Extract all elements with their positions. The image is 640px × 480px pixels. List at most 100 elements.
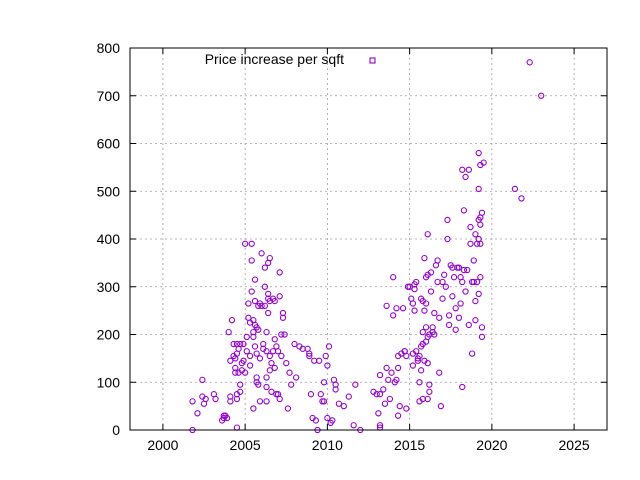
data-point bbox=[271, 336, 278, 343]
data-point bbox=[381, 400, 389, 407]
data-point bbox=[399, 305, 407, 312]
data-point bbox=[427, 269, 435, 276]
data-point bbox=[467, 223, 474, 231]
data-point bbox=[426, 388, 433, 395]
data-point bbox=[263, 383, 270, 391]
data-point bbox=[243, 333, 250, 341]
data-point bbox=[373, 391, 380, 398]
data-point bbox=[390, 312, 397, 319]
data-point bbox=[329, 417, 336, 424]
data-point bbox=[436, 314, 443, 321]
data-point bbox=[202, 395, 209, 403]
data-point bbox=[251, 297, 259, 305]
data-point bbox=[468, 350, 476, 357]
data-point bbox=[241, 369, 249, 376]
data-point bbox=[459, 383, 466, 391]
data-point bbox=[240, 340, 247, 348]
data-point bbox=[380, 386, 387, 393]
data-point bbox=[316, 357, 323, 364]
data-point bbox=[237, 388, 244, 395]
data-point bbox=[240, 357, 247, 364]
data-point bbox=[281, 331, 288, 338]
data-point bbox=[265, 309, 272, 317]
data-point bbox=[473, 278, 481, 286]
data-point bbox=[436, 369, 443, 376]
data-point bbox=[227, 398, 234, 405]
y-tick-label: 400 bbox=[97, 231, 121, 247]
data-point bbox=[403, 352, 410, 360]
data-point bbox=[266, 367, 273, 374]
x-tick-label: 2005 bbox=[230, 437, 261, 453]
data-point bbox=[434, 257, 441, 264]
data-point bbox=[427, 288, 435, 295]
data-point bbox=[278, 352, 285, 360]
data-point bbox=[385, 376, 392, 384]
data-point bbox=[439, 295, 446, 302]
data-point bbox=[268, 359, 275, 367]
data-point bbox=[393, 305, 400, 312]
data-point bbox=[452, 326, 459, 333]
data-point bbox=[307, 391, 315, 398]
data-point bbox=[478, 324, 486, 331]
data-point bbox=[390, 274, 397, 281]
data-point bbox=[194, 410, 201, 417]
data-point bbox=[431, 309, 438, 317]
data-point bbox=[261, 264, 269, 271]
data-point bbox=[411, 307, 418, 314]
legend-label: Price increase per sqft bbox=[205, 51, 344, 67]
data-point bbox=[424, 359, 431, 367]
data-point bbox=[470, 257, 477, 264]
data-point bbox=[325, 343, 333, 350]
data-point bbox=[350, 422, 357, 429]
data-point bbox=[472, 297, 479, 305]
data-point bbox=[324, 414, 331, 422]
data-point bbox=[258, 302, 265, 309]
data-point bbox=[422, 324, 430, 331]
data-point bbox=[413, 348, 420, 355]
data-point bbox=[335, 400, 343, 407]
data-point bbox=[250, 333, 257, 341]
legend: Price increase per sqft bbox=[205, 51, 376, 67]
data-point bbox=[383, 364, 390, 372]
data-point bbox=[406, 283, 413, 290]
data-point bbox=[283, 359, 290, 367]
data-point bbox=[324, 362, 331, 369]
data-point bbox=[228, 317, 236, 324]
data-point bbox=[306, 350, 313, 357]
data-point bbox=[450, 274, 458, 281]
data-point bbox=[475, 290, 482, 298]
data-point bbox=[255, 381, 262, 388]
data-point bbox=[444, 216, 451, 224]
data-point bbox=[263, 348, 270, 355]
data-point bbox=[237, 381, 244, 388]
data-point bbox=[449, 293, 456, 300]
data-point bbox=[225, 328, 232, 336]
data-point bbox=[189, 398, 196, 405]
legend-marker bbox=[369, 57, 376, 64]
data-point bbox=[457, 300, 464, 307]
data-point bbox=[241, 240, 249, 247]
data-point bbox=[276, 293, 283, 300]
data-point bbox=[424, 231, 431, 238]
data-point bbox=[248, 240, 255, 247]
data-point bbox=[394, 412, 402, 419]
data-point bbox=[424, 395, 431, 403]
data-point bbox=[460, 207, 468, 214]
data-points bbox=[189, 59, 545, 434]
data-point bbox=[538, 92, 545, 99]
data-point bbox=[245, 300, 252, 307]
data-point bbox=[465, 321, 472, 329]
data-point bbox=[417, 367, 425, 374]
data-point bbox=[251, 343, 259, 350]
data-point bbox=[396, 402, 403, 410]
data-point bbox=[332, 381, 339, 388]
data-point bbox=[263, 328, 270, 336]
data-point bbox=[475, 149, 482, 157]
x-tick-label: 2020 bbox=[476, 437, 507, 453]
data-point bbox=[455, 314, 463, 321]
tick-labels: 2000 2005 2010 2015 2020 2025 0 100 200 300 400 500… bbox=[97, 40, 590, 453]
data-point bbox=[422, 300, 430, 307]
data-point bbox=[419, 328, 426, 336]
data-point bbox=[261, 283, 269, 290]
plot-frame bbox=[129, 47, 608, 431]
